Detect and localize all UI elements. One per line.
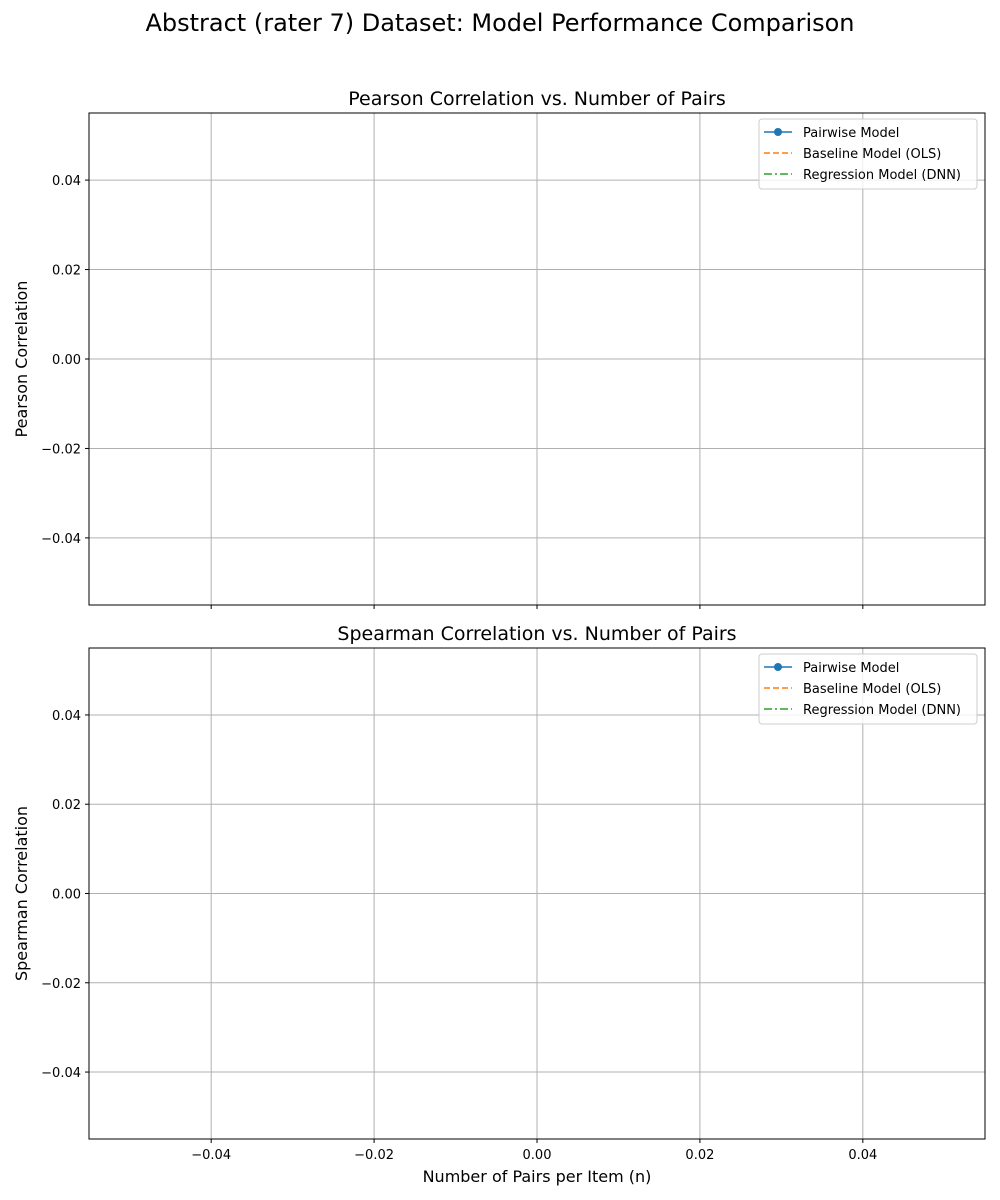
legend-entry-label: Baseline Model (OLS): [803, 682, 941, 697]
y-tick-label: 0.02: [52, 798, 81, 813]
x-tick-label: 0.04: [848, 1148, 877, 1163]
x-tick-label: 0.00: [523, 1148, 552, 1163]
y-tick-label: 0.02: [52, 264, 81, 279]
axes-spearman: −0.04 −0.02 0.00 0.02 0.04 −0.04 −0.02 0.00 0.02…: [12, 623, 986, 1186]
axes-pearson: −0.04 −0.02 0.00 0.02 0.04 Pearson Correlatio…: [12, 88, 986, 609]
y-tick-label: −0.02: [41, 442, 81, 457]
x-tick-label: −0.04: [191, 1148, 231, 1163]
x-axis-label: Number of Pairs per Item (n): [423, 1167, 652, 1186]
y-tick-label: −0.04: [41, 1066, 81, 1081]
y-tick-label: −0.04: [41, 532, 81, 547]
legend-entry-label: Regression Model (DNN): [803, 703, 961, 718]
legend-entry-label: Pairwise Model: [803, 661, 899, 676]
legend-entry-label: Baseline Model (OLS): [803, 147, 941, 162]
legend-frame: [758, 118, 978, 190]
y-axis-label: Pearson Correlation: [12, 281, 31, 438]
y-tick-label: 0.00: [52, 888, 81, 903]
legend-swatch-marker: [774, 663, 782, 671]
legend: Pairwise Model Baseline Model (OLS) Regres…: [758, 118, 978, 190]
y-tick-label: 0.04: [52, 709, 81, 724]
y-tick-label: −0.02: [41, 977, 81, 992]
legend: Pairwise Model Baseline Model (OLS) Regres…: [758, 653, 978, 725]
x-tick-label: −0.02: [354, 1148, 394, 1163]
legend-entry-label: Regression Model (DNN): [803, 168, 961, 183]
y-tick-label: 0.00: [52, 353, 81, 368]
legend-frame: [758, 653, 978, 725]
figure-suptitle: Abstract (rater 7) Dataset: Model Perfor…: [145, 9, 854, 37]
legend-entry-label: Pairwise Model: [803, 126, 899, 141]
y-axis-label: Spearman Correlation: [12, 806, 31, 981]
x-tick-label: 0.02: [685, 1148, 714, 1163]
axes-title: Pearson Correlation vs. Number of Pairs: [348, 88, 726, 110]
y-tick-label: 0.04: [52, 174, 81, 189]
axes-title: Spearman Correlation vs. Number of Pairs: [337, 623, 736, 645]
legend-swatch-marker: [774, 128, 782, 136]
